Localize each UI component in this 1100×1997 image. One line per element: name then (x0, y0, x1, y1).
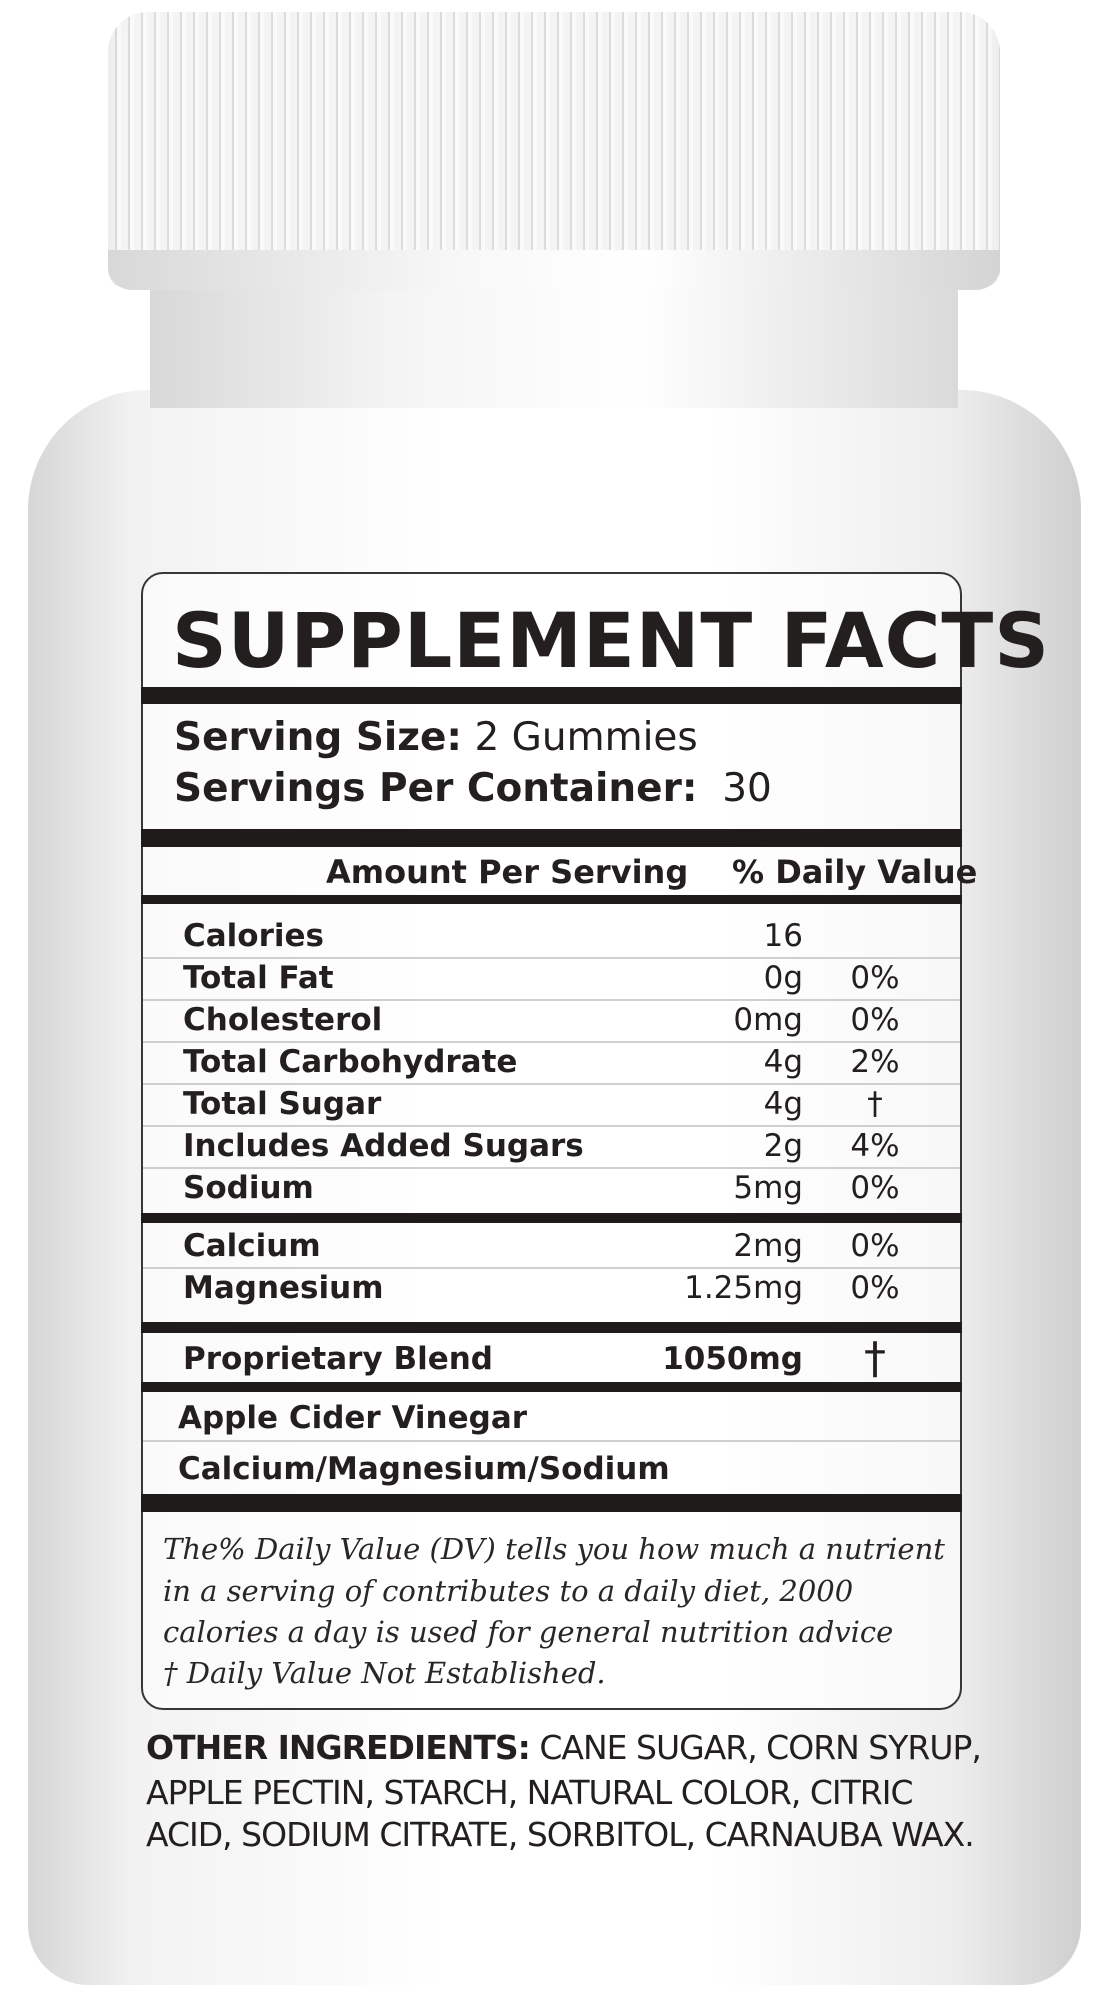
nutrient-name: Calcium (183, 1228, 321, 1264)
nutrient-name: Cholesterol (183, 1002, 383, 1038)
serving-size: Serving Size: 2 Gummies (174, 715, 698, 760)
nutrient-dv: 0% (850, 960, 900, 996)
nutrient-name: Calories (183, 918, 324, 954)
row-divider (143, 957, 960, 959)
bottle-cap-rim (108, 250, 1000, 290)
divider (141, 895, 962, 904)
nutrient-dv: † (867, 1086, 883, 1122)
bottle-cap (108, 12, 1000, 288)
row-divider (143, 1083, 960, 1085)
nutrient-amount: 2g (763, 1128, 803, 1164)
dv-header: % Daily Value (732, 853, 978, 891)
nutrient-name: Includes Added Sugars (183, 1128, 584, 1164)
nutrient-amount: 1.25mg (684, 1270, 803, 1306)
nutrient-amount: 5mg (733, 1170, 803, 1206)
row-divider (143, 1041, 960, 1043)
nutrient-amount: 0mg (733, 1002, 803, 1038)
nutrient-amount: 4g (763, 1086, 803, 1122)
bottle-neck (150, 288, 958, 408)
nutrient-amount: 4g (763, 1044, 803, 1080)
blend-amount: 1050mg (662, 1341, 803, 1377)
nutrient-name: Total Fat (183, 960, 334, 996)
nutrient-dv: 2% (850, 1044, 900, 1080)
nutrient-name: Total Sugar (183, 1086, 382, 1122)
nutrient-name: Magnesium (183, 1270, 384, 1306)
nutrient-dv: 0% (850, 1270, 900, 1306)
row-divider (143, 999, 960, 1001)
servings-per-container: Servings Per Container: 30 (174, 766, 772, 811)
other-ingredients-line: APPLE PECTIN, STARCH, NATURAL COLOR, CIT… (146, 1773, 913, 1812)
nutrient-amount: 16 (763, 918, 803, 954)
panel-title: SUPPLEMENT FACTS (172, 596, 1051, 685)
divider (141, 1382, 962, 1392)
footnote-line: calories a day is used for general nutri… (163, 1615, 894, 1649)
other-ingredients: OTHER INGREDIENTS: CANE SUGAR, CORN SYRU… (146, 1728, 982, 1767)
footnote-line: in a serving of contributes to a daily d… (163, 1574, 854, 1608)
footnote-line: † Daily Value Not Established. (163, 1656, 606, 1690)
nutrient-dv: 0% (850, 1170, 900, 1206)
nutrient-amount: 2mg (733, 1228, 803, 1264)
nutrient-dv: 0% (850, 1228, 900, 1264)
amount-header: Amount Per Serving (326, 853, 689, 891)
blend-name: Proprietary Blend (183, 1341, 493, 1377)
row-divider (143, 1267, 960, 1269)
divider (141, 829, 962, 847)
footnote-line: The% Daily Value (DV) tells you how much… (163, 1532, 945, 1566)
nutrient-name: Sodium (183, 1170, 314, 1206)
row-divider (143, 1125, 960, 1127)
blend-ingredient: Apple Cider Vinegar (178, 1400, 528, 1436)
row-divider (143, 1440, 960, 1442)
blend-ingredient: Calcium/Magnesium/Sodium (178, 1451, 670, 1487)
supplement-facts-panel (141, 572, 962, 1710)
nutrient-name: Total Carbohydrate (183, 1044, 518, 1080)
blend-dv: † (864, 1333, 886, 1384)
divider (141, 687, 962, 704)
divider (141, 1322, 962, 1333)
row-divider (143, 1167, 960, 1169)
nutrient-dv: 4% (850, 1128, 900, 1164)
other-ingredients-line: ACID, SODIUM CITRATE, SORBITOL, CARNAUBA… (146, 1815, 975, 1854)
nutrient-amount: 0g (763, 960, 803, 996)
divider (141, 1213, 962, 1223)
divider (141, 1494, 962, 1512)
nutrient-dv: 0% (850, 1002, 900, 1038)
